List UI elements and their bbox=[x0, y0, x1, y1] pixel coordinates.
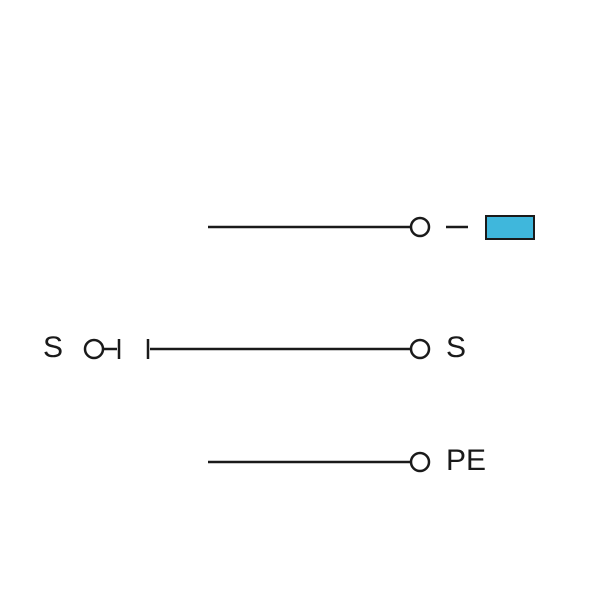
s-label-left: S bbox=[43, 331, 63, 364]
pe-label: PE bbox=[446, 444, 486, 477]
terminal-block-schematic: S S PE bbox=[0, 0, 600, 600]
neutral-indicator-box bbox=[486, 216, 534, 239]
canvas-bg bbox=[0, 0, 600, 600]
s-label-right: S bbox=[446, 331, 466, 364]
